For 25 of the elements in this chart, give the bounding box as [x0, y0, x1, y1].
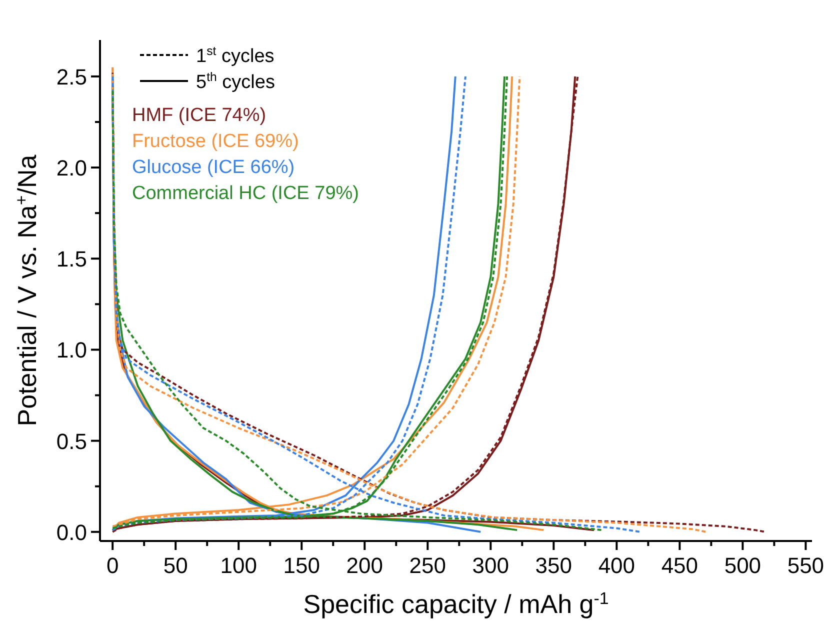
x-tick-label: 50	[163, 553, 188, 578]
y-tick-label: 1.5	[56, 246, 87, 272]
x-axis-title: Specific capacity / mAh g$^{-1}$	[303, 588, 609, 619]
text: Commercial HC (ICE 79%)	[132, 183, 359, 204]
x-tick-label: 350	[535, 553, 572, 578]
x-tick-label: 550	[787, 553, 824, 578]
x-tick-label: 100	[220, 553, 257, 578]
annotation: 1$^{st}$ cycles	[196, 44, 274, 67]
x-tick-label: 300	[472, 553, 510, 578]
x-tick-label: 0	[106, 553, 119, 578]
y-tick-label: 1.0	[56, 338, 87, 363]
text: Glucose (ICE 66%)	[132, 157, 295, 178]
x-tick-label: 150	[283, 553, 320, 578]
text: Fructose (ICE 69%)	[132, 131, 299, 152]
y-tick-label: 2.5	[56, 64, 87, 90]
x-tick-label: 200	[346, 553, 383, 578]
y-tick-label: 0.5	[56, 428, 87, 454]
annotation: 5$^{th}$ cycles	[196, 70, 275, 93]
x-tick-label: 450	[661, 553, 698, 578]
text: HMF (ICE 74%)	[132, 105, 266, 126]
y-tick-label: 2.0	[56, 156, 87, 181]
x-tick-label: 250	[409, 553, 446, 578]
x-tick-label: 400	[598, 553, 636, 578]
x-tick-label: 500	[724, 553, 762, 578]
y-tick-label: 0.0	[56, 520, 87, 545]
